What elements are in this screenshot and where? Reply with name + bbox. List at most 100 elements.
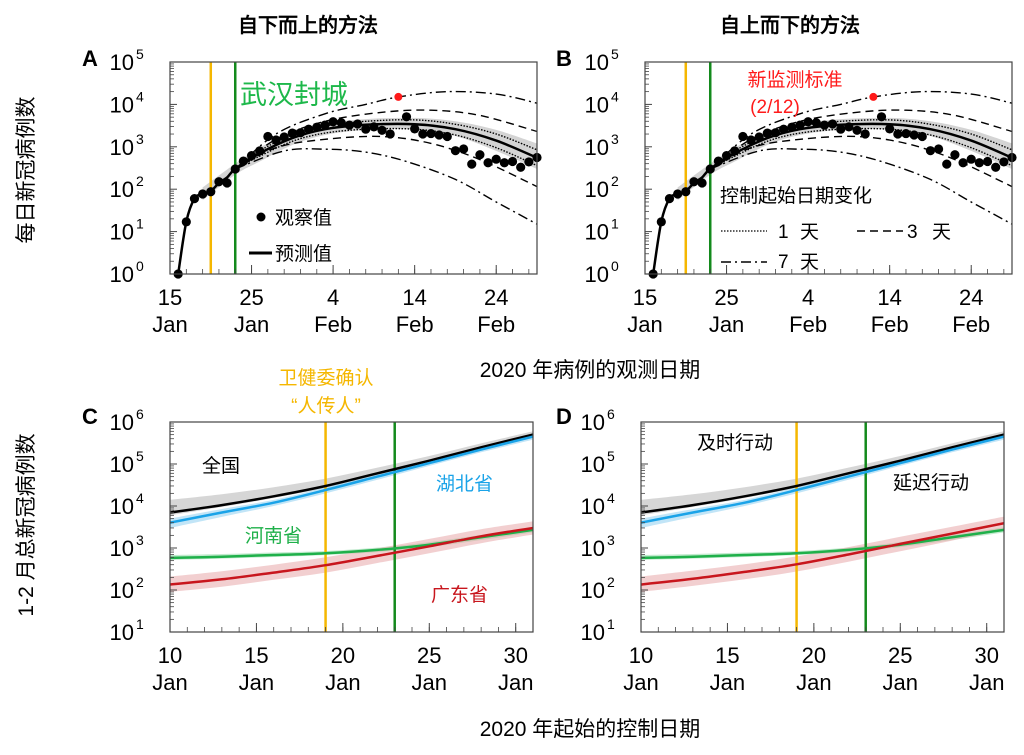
observed-point bbox=[787, 122, 797, 132]
observed-point bbox=[689, 177, 699, 187]
panel-letter-c: C bbox=[82, 404, 98, 429]
observed-point bbox=[312, 122, 322, 132]
y-tick-exponent: 5 bbox=[611, 46, 619, 62]
observed-point bbox=[721, 151, 732, 161]
y-tick-label: 10 bbox=[585, 135, 609, 160]
observed-point bbox=[664, 194, 675, 204]
y-tick-exponent: 6 bbox=[607, 406, 615, 422]
x-tick-label: 15 bbox=[715, 643, 739, 668]
observed-point bbox=[909, 130, 919, 140]
y-tick-label: 10 bbox=[581, 494, 605, 519]
observed-point bbox=[966, 154, 976, 164]
x-tick-month: Jan bbox=[234, 312, 269, 337]
curve-dashed-3 bbox=[709, 109, 1012, 170]
y-tick-exponent: 2 bbox=[136, 173, 144, 189]
observed-point bbox=[836, 124, 846, 134]
y-tick-exponent: 5 bbox=[136, 448, 144, 464]
x-tick-month: Feb bbox=[871, 312, 909, 337]
legend-observed-label: 观察值 bbox=[275, 207, 332, 229]
curve-dashed-4 bbox=[709, 135, 1012, 188]
title-bottom-up: 自下而上的方法 bbox=[238, 13, 378, 37]
x-tick-label: 24 bbox=[959, 285, 983, 310]
x-tick-label: 15 bbox=[633, 285, 657, 310]
y-tick-label: 10 bbox=[585, 220, 609, 245]
observed-point bbox=[991, 162, 1001, 172]
y-tick-label: 10 bbox=[110, 135, 134, 160]
observed-point bbox=[827, 119, 838, 129]
observed-point bbox=[198, 189, 208, 199]
y-tick-exponent: 2 bbox=[136, 574, 144, 590]
new-criteria-date: (2/12) bbox=[750, 97, 800, 118]
observed-point bbox=[442, 131, 452, 142]
curve-dotted-1 bbox=[234, 119, 537, 170]
observed-point bbox=[746, 135, 756, 145]
x-tick-month: Jan bbox=[325, 670, 360, 695]
curve-dashdot-5 bbox=[709, 90, 1012, 170]
observed-point bbox=[246, 151, 257, 161]
plot-frame bbox=[169, 421, 534, 633]
x-tick-label: 10 bbox=[158, 643, 182, 668]
x-tick-month: Jan bbox=[796, 670, 831, 695]
y-tick-label: 10 bbox=[585, 262, 609, 287]
plot-frame bbox=[644, 61, 1013, 275]
y-tick-label: 10 bbox=[110, 578, 134, 603]
x-tick-month: Jan bbox=[623, 670, 658, 695]
observed-point bbox=[999, 157, 1009, 167]
observed-point bbox=[681, 187, 691, 197]
y-tick-label: 10 bbox=[110, 50, 134, 75]
nhc-confirm-label-line1: 卫健委确认 bbox=[278, 367, 373, 389]
series-line-0 bbox=[170, 433, 533, 514]
y-tick-exponent: 3 bbox=[607, 532, 615, 548]
panel-letter-a: A bbox=[82, 46, 98, 71]
observed-point bbox=[295, 128, 306, 138]
legend-observed-marker bbox=[256, 212, 266, 222]
observed-point bbox=[271, 135, 281, 145]
observed-point bbox=[426, 128, 436, 139]
observed-point bbox=[673, 189, 683, 199]
plot-frame bbox=[640, 421, 1005, 633]
x-tick-month: Jan bbox=[710, 670, 745, 695]
observed-point bbox=[352, 119, 363, 129]
plot-frame bbox=[169, 61, 538, 275]
y-tick-exponent: 5 bbox=[136, 46, 144, 62]
observed-point bbox=[860, 129, 870, 139]
y-tick-exponent: 3 bbox=[136, 131, 144, 147]
y-tick-exponent: 1 bbox=[607, 616, 615, 632]
observed-point bbox=[214, 177, 224, 187]
x-tick-label: 25 bbox=[888, 643, 912, 668]
curve-dashed-4 bbox=[234, 135, 537, 188]
observed-point bbox=[516, 162, 526, 172]
y-tick-exponent: 2 bbox=[607, 574, 615, 590]
observed-point bbox=[893, 129, 903, 139]
observed-point bbox=[459, 144, 469, 154]
y-tick-label: 10 bbox=[581, 410, 605, 435]
series-line-1 bbox=[170, 435, 533, 524]
legend-7day-number: 7 bbox=[778, 252, 789, 273]
y-tick-label: 10 bbox=[585, 50, 609, 75]
late-action-label: 延迟行动 bbox=[893, 472, 969, 494]
observed-point bbox=[876, 112, 887, 122]
x-tick-label: 25 bbox=[714, 285, 738, 310]
observed-point bbox=[491, 154, 501, 164]
y-tick-label: 10 bbox=[585, 92, 609, 117]
x-tick-label: 24 bbox=[484, 285, 508, 310]
observed-point bbox=[795, 120, 805, 130]
observed-point bbox=[982, 156, 993, 167]
y-tick-exponent: 4 bbox=[611, 88, 619, 104]
observed-point bbox=[418, 129, 428, 139]
observed-point bbox=[369, 122, 379, 132]
y-tick-label: 10 bbox=[110, 92, 134, 117]
series-band-0 bbox=[170, 431, 533, 516]
observed-point bbox=[974, 158, 984, 168]
observed-point bbox=[475, 150, 485, 160]
y-tick-label: 10 bbox=[581, 452, 605, 477]
x-tick-label: 14 bbox=[877, 285, 901, 310]
x-tick-label: 15 bbox=[244, 643, 268, 668]
observed-point bbox=[770, 128, 781, 138]
observed-point bbox=[811, 118, 821, 128]
y-tick-exponent: 6 bbox=[136, 406, 144, 422]
observed-point bbox=[361, 124, 371, 134]
y-tick-exponent: 3 bbox=[611, 131, 619, 147]
